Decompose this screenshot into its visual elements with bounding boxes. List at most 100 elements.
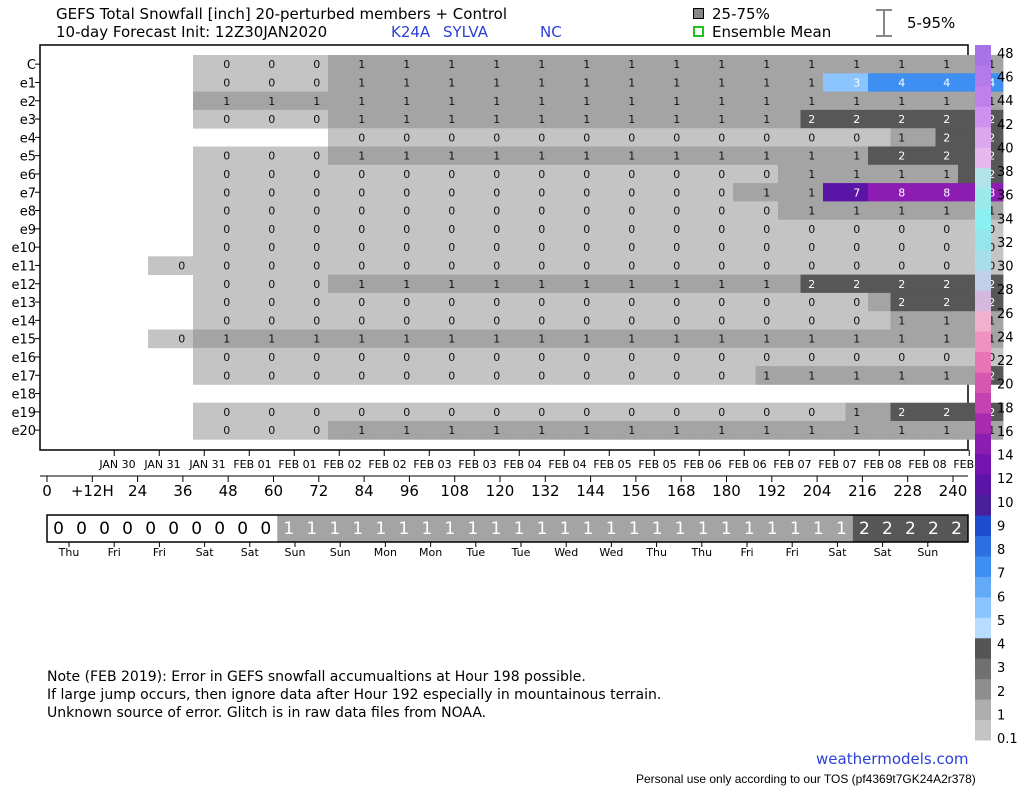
cell-value-label: 2 bbox=[808, 278, 815, 291]
heat-cell bbox=[283, 146, 306, 166]
heat-cell bbox=[598, 256, 621, 275]
heat-cell bbox=[193, 347, 216, 367]
day-label: Sun bbox=[917, 546, 938, 559]
hour-tick-label: 204 bbox=[803, 482, 832, 500]
heat-cell bbox=[260, 164, 284, 184]
heat-cell bbox=[328, 128, 351, 147]
colorbar-tick-label: 38 bbox=[997, 165, 1014, 180]
cell-value-label: 0 bbox=[223, 58, 230, 71]
heat-cell bbox=[733, 128, 756, 147]
day-label: Sun bbox=[330, 546, 351, 559]
heat-cell bbox=[530, 201, 554, 221]
cell-value-label: 0 bbox=[493, 259, 500, 272]
heat-cell bbox=[215, 366, 239, 385]
cell-value-label: 0 bbox=[988, 351, 995, 364]
site-link[interactable]: weathermodels.com bbox=[816, 750, 969, 768]
heat-cell bbox=[890, 366, 914, 385]
heat-cell bbox=[598, 219, 621, 239]
mean-cell bbox=[898, 515, 923, 542]
cell-value-label: 2 bbox=[988, 150, 995, 163]
cell-value-label: 1 bbox=[898, 168, 905, 181]
heat-cell bbox=[350, 55, 374, 74]
heat-cell bbox=[710, 183, 734, 202]
cell-value-label: 0 bbox=[403, 296, 410, 309]
heat-cell bbox=[935, 402, 959, 422]
cell-value-label: 1 bbox=[808, 58, 815, 71]
cell-value-label: 0 bbox=[538, 406, 545, 419]
heat-cell bbox=[395, 91, 419, 111]
heat-cell bbox=[283, 256, 306, 275]
heat-cell bbox=[733, 256, 756, 275]
cell-value-label: 1 bbox=[988, 58, 995, 71]
heat-cell bbox=[710, 128, 734, 147]
cell-value-label: 1 bbox=[493, 95, 500, 108]
cell-value-label: 2 bbox=[898, 406, 905, 419]
member-label: e7 bbox=[20, 186, 36, 201]
heat-cell bbox=[665, 146, 689, 166]
heat-cell bbox=[373, 201, 396, 221]
heat-cell bbox=[935, 128, 959, 147]
heat-cell bbox=[238, 109, 261, 129]
heat-cell bbox=[193, 109, 216, 129]
heat-cell bbox=[598, 164, 621, 184]
heat-cell bbox=[485, 55, 509, 74]
cell-value-label: 0 bbox=[403, 168, 410, 181]
hour-tick-label: 180 bbox=[712, 482, 741, 500]
date-tick-label: FEB 01 bbox=[233, 458, 271, 471]
heat-cell bbox=[913, 55, 936, 74]
heat-cell bbox=[800, 421, 824, 440]
mean-cell bbox=[323, 515, 347, 542]
heat-cell bbox=[598, 55, 621, 74]
heat-cell bbox=[778, 311, 801, 330]
station-state: NC bbox=[540, 23, 562, 41]
mean-cell bbox=[691, 515, 716, 542]
heat-cell bbox=[553, 128, 576, 147]
heat-cell bbox=[193, 292, 216, 312]
heat-cell bbox=[373, 256, 396, 275]
heat-cell bbox=[553, 73, 576, 92]
heat-cell bbox=[868, 238, 891, 257]
mean-value-label: 1 bbox=[652, 519, 663, 539]
heat-cell bbox=[823, 55, 846, 74]
cell-value-label: 2 bbox=[853, 113, 860, 126]
heat-cell bbox=[845, 183, 869, 202]
heat-cell bbox=[418, 55, 441, 74]
cell-value-label: 1 bbox=[898, 314, 905, 327]
cell-value-label: 0 bbox=[448, 296, 455, 309]
cell-value-label: 1 bbox=[718, 150, 725, 163]
heat-cell bbox=[283, 274, 306, 294]
heat-cell bbox=[463, 421, 486, 440]
heat-cell bbox=[598, 109, 621, 129]
heat-cell bbox=[688, 91, 711, 111]
cell-value-label: 0 bbox=[448, 131, 455, 144]
heat-cell bbox=[890, 238, 914, 257]
heat-cell bbox=[913, 402, 936, 422]
hour-tick-label: +12H bbox=[71, 482, 114, 500]
heat-cell bbox=[530, 238, 554, 257]
cell-value-label: 0 bbox=[628, 131, 635, 144]
heat-cell bbox=[350, 73, 374, 92]
heat-cell bbox=[440, 256, 464, 275]
init-line: 10-day Forecast Init: 12Z30JAN2020 bbox=[56, 23, 328, 41]
cell-value-label: 1 bbox=[673, 424, 680, 437]
cell-value-label: 1 bbox=[583, 76, 590, 89]
heat-cell bbox=[283, 91, 306, 111]
heat-cell bbox=[598, 91, 621, 111]
heat-cell bbox=[823, 73, 846, 92]
date-tick-label: JAN 31 bbox=[188, 458, 225, 471]
cell-value-label: 2 bbox=[943, 113, 950, 126]
day-label: Fri bbox=[153, 546, 166, 559]
cell-value-label: 0 bbox=[583, 314, 590, 327]
heat-cell bbox=[440, 366, 464, 385]
heat-cell bbox=[508, 55, 531, 74]
heat-cell bbox=[868, 402, 891, 422]
heat-cell bbox=[845, 421, 869, 440]
heat-cell bbox=[643, 347, 666, 367]
heat-cell bbox=[755, 109, 779, 129]
mean-value-label: 1 bbox=[767, 519, 778, 539]
heat-cell bbox=[350, 329, 374, 349]
heat-cell bbox=[463, 109, 486, 129]
cell-value-label: 0 bbox=[763, 223, 770, 236]
heat-cell bbox=[530, 219, 554, 239]
colorbar-bin bbox=[975, 106, 991, 128]
